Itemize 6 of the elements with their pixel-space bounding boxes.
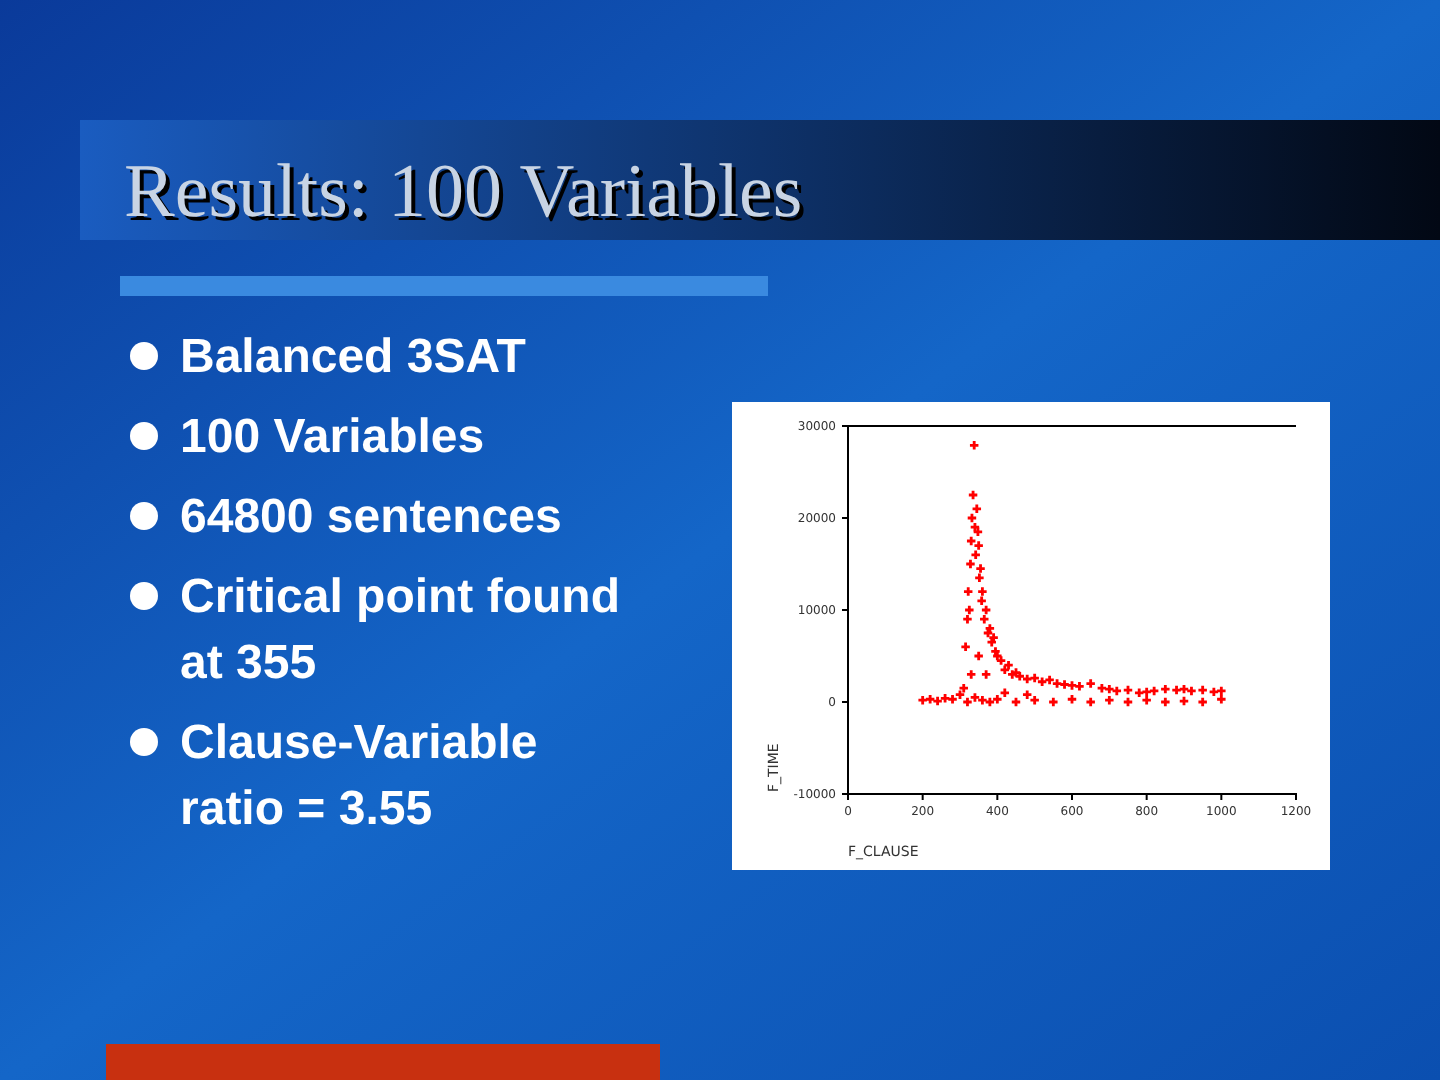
chart-title: Results: 100 Variables [124, 150, 803, 234]
text: 100 Variables [180, 410, 485, 464]
text: Critical point found at 355 [180, 570, 620, 690]
text: Clause-Variable ratio = 3.55 [180, 716, 538, 836]
text: Balanced 3SAT [180, 330, 527, 384]
text: 64800 sentences [180, 490, 562, 544]
